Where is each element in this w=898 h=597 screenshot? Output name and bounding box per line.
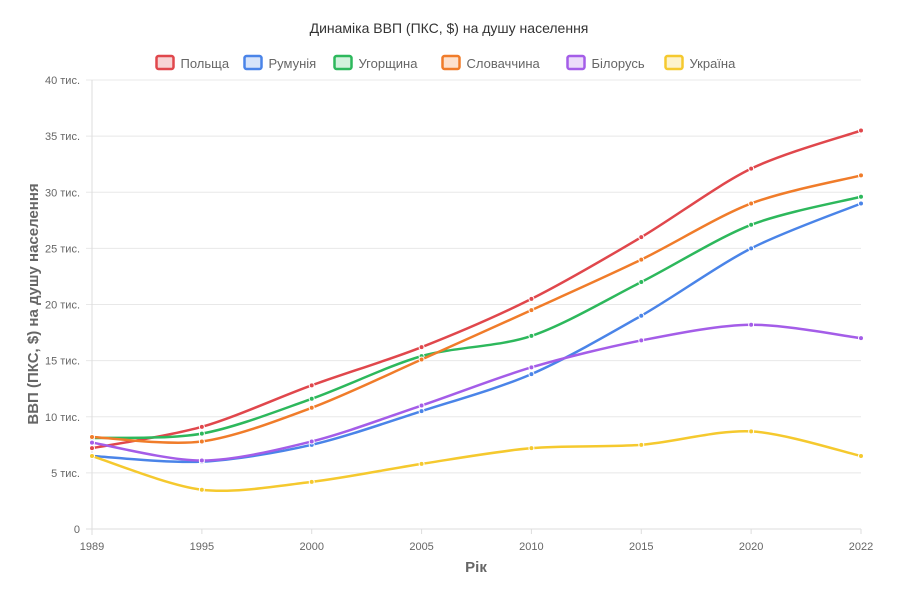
series-Угорщина (89, 193, 864, 442)
legend-item[interactable]: Україна (664, 54, 737, 71)
legend-label: Угорщина (359, 56, 419, 71)
data-point[interactable] (528, 445, 535, 452)
x-tick-label: 2005 (409, 541, 433, 553)
data-point[interactable] (418, 408, 425, 415)
series-line (90, 429, 863, 493)
y-tick-label: 10 тис. (45, 412, 80, 424)
y-tick-label: 15 тис. (45, 356, 80, 368)
y-axis-title: ВВП (ПКС, $) на душу населення (25, 183, 42, 424)
data-point[interactable] (308, 404, 315, 411)
data-point[interactable] (528, 295, 535, 302)
data-point[interactable] (89, 433, 95, 440)
data-point[interactable] (89, 445, 95, 452)
x-tick-label: 2000 (299, 541, 323, 553)
series-Україна (89, 428, 864, 493)
legend-item[interactable]: Словаччина (441, 54, 541, 71)
data-point[interactable] (308, 478, 315, 485)
y-tick-label: 35 тис. (45, 131, 80, 143)
data-point[interactable] (198, 457, 205, 464)
series-Словаччина (89, 172, 864, 445)
legend-swatch (441, 54, 461, 71)
x-tick-label: 2015 (629, 541, 653, 553)
data-point[interactable] (89, 453, 95, 460)
legend-item[interactable]: Румунія (243, 54, 317, 71)
data-point[interactable] (89, 439, 95, 446)
legend-item[interactable]: Білорусь (566, 54, 645, 71)
data-point[interactable] (418, 344, 425, 351)
legend-swatch (566, 54, 586, 71)
data-point[interactable] (748, 165, 755, 172)
legend-label: Україна (690, 56, 737, 71)
data-point[interactable] (308, 438, 315, 445)
data-point[interactable] (418, 460, 425, 467)
legend-label: Словаччина (467, 56, 541, 71)
data-point[interactable] (858, 335, 864, 342)
legend-label: Білорусь (592, 56, 645, 71)
data-point[interactable] (198, 438, 205, 445)
data-point[interactable] (638, 441, 645, 448)
x-axis-ticks: 1989 1995 2000 2005 2010 2015 2020 2022 (80, 529, 873, 553)
data-point[interactable] (418, 402, 425, 409)
legend-label: Румунія (269, 56, 317, 71)
legend-label: Польща (181, 56, 230, 71)
data-point[interactable] (528, 371, 535, 378)
data-point[interactable] (528, 332, 535, 339)
series-line (90, 129, 863, 450)
data-point[interactable] (308, 382, 315, 389)
legend-swatch (243, 54, 263, 71)
data-point[interactable] (638, 279, 645, 286)
series-line (90, 195, 863, 440)
y-tick-label: 20 тис. (45, 300, 80, 312)
series-group (89, 127, 864, 493)
x-tick-label: 2010 (519, 541, 543, 553)
data-point[interactable] (748, 200, 755, 207)
legend-swatch (155, 54, 175, 71)
series-Польща (89, 127, 864, 452)
data-point[interactable] (858, 200, 864, 207)
legend-item[interactable]: Угорщина (333, 54, 419, 71)
data-point[interactable] (748, 245, 755, 252)
y-axis-ticks: 0 5 тис. 10 тис. 15 тис. 20 тис. 25 тис. 30 ти… (45, 75, 80, 536)
series-line (90, 323, 863, 462)
y-tick-label: 30 тис. (45, 187, 80, 199)
chart-title: Динаміка ВВП (ПКС, $) на душу населення (310, 20, 589, 36)
data-point[interactable] (638, 337, 645, 344)
series-line (90, 174, 863, 444)
data-point[interactable] (638, 234, 645, 241)
data-point[interactable] (308, 395, 315, 402)
data-point[interactable] (198, 430, 205, 437)
x-tick-label: 1989 (80, 541, 104, 553)
legend-swatch (664, 54, 684, 71)
legend: Польща Румунія Угорщина Словаччина Білорусь У… (155, 54, 737, 71)
data-point[interactable] (198, 423, 205, 430)
data-point[interactable] (748, 321, 755, 328)
data-point[interactable] (858, 453, 864, 460)
x-tick-label: 2020 (739, 541, 763, 553)
data-point[interactable] (528, 307, 535, 314)
data-point[interactable] (418, 356, 425, 363)
legend-item[interactable]: Польща (155, 54, 230, 71)
data-point[interactable] (638, 312, 645, 319)
data-point[interactable] (858, 193, 864, 200)
x-axis-title: Рік (465, 559, 487, 576)
data-point[interactable] (528, 364, 535, 371)
y-tick-label: 40 тис. (45, 75, 80, 87)
x-tick-label: 1995 (190, 541, 214, 553)
y-tick-label: 0 (74, 524, 80, 536)
data-point[interactable] (858, 172, 864, 179)
data-point[interactable] (198, 486, 205, 493)
grid (86, 79, 861, 535)
series-line (90, 202, 863, 464)
y-tick-label: 5 тис. (51, 468, 80, 480)
x-tick-label: 2022 (849, 541, 873, 553)
legend-swatch (333, 54, 353, 71)
data-point[interactable] (858, 127, 864, 134)
data-point[interactable] (748, 221, 755, 228)
y-tick-label: 25 тис. (45, 243, 80, 255)
data-point[interactable] (638, 256, 645, 263)
data-point[interactable] (748, 428, 755, 435)
series-Білорусь (89, 321, 864, 464)
